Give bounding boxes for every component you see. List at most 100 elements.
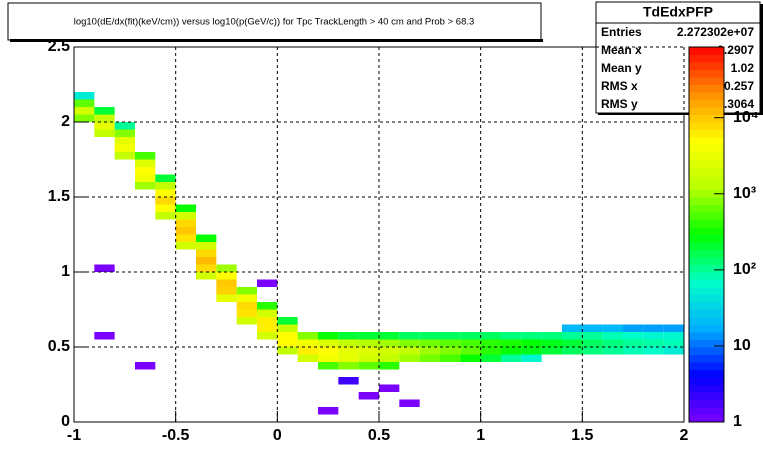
color-scale-step: [689, 324, 724, 333]
color-scale-step: [689, 384, 724, 393]
color-scale-step: [689, 144, 724, 153]
heatmap-cell: [521, 347, 542, 355]
heatmap-cell: [114, 144, 135, 152]
heatmap-cell: [94, 114, 115, 122]
heatmap-cell: [480, 347, 501, 355]
color-scale-step: [689, 354, 724, 363]
heatmap-cell: [277, 324, 298, 332]
color-scale-step: [689, 279, 724, 288]
heatmap-cell: [501, 332, 522, 340]
heatmap-cell: [460, 339, 481, 347]
heatmap-cell: [114, 122, 135, 130]
heatmap-cell: [257, 279, 278, 287]
color-scale-step: [689, 407, 724, 415]
heatmap-cell: [521, 339, 542, 347]
title-box: [7, 2, 542, 41]
heatmap-cell: [541, 339, 562, 347]
heatmap-cell: [175, 234, 196, 242]
heatmap-cell: [602, 332, 623, 340]
color-scale-step: [689, 257, 724, 265]
heatmap-cell: [74, 114, 95, 122]
heatmap-cell: [297, 347, 318, 355]
heatmap-cell: [196, 264, 217, 272]
heatmap-cell: [440, 339, 461, 347]
color-scale-step: [689, 227, 724, 235]
heatmap-cell: [155, 197, 176, 205]
x-tick-label: 1: [476, 427, 485, 444]
color-scale-step: [689, 92, 724, 100]
heatmap-cell: [623, 347, 644, 355]
color-scale-step: [689, 99, 724, 108]
heatmap-cell: [562, 324, 583, 332]
heatmap-cell: [216, 287, 237, 295]
heatmap-cell: [338, 339, 359, 347]
color-scale-step: [689, 204, 724, 213]
heatmap-cell: [358, 339, 379, 347]
y-tick-label: 0: [61, 413, 70, 430]
heatmap-cell: [196, 249, 217, 257]
heatmap-cell: [480, 354, 501, 362]
heatmap-cell: [379, 332, 400, 340]
heatmap-cell: [338, 377, 359, 385]
heatmap-cell: [379, 347, 400, 355]
heatmap-cell: [74, 99, 95, 107]
heatmap-cell: [399, 339, 420, 347]
color-scale-step: [689, 167, 724, 175]
heatmap-cell: [318, 362, 339, 370]
title-shadow: [10, 39, 543, 42]
heatmap-cell: [135, 159, 156, 167]
heatmap-cell: [236, 302, 257, 310]
heatmap-cell: [277, 332, 298, 340]
heatmap-cell: [155, 212, 176, 220]
stats-label: Entries: [601, 25, 642, 39]
color-scale-step: [689, 377, 724, 385]
heatmap-cell: [216, 294, 237, 302]
heatmap-cell: [358, 362, 379, 370]
heatmap-cell: [257, 332, 278, 340]
y-tick-label: 2: [61, 113, 70, 130]
stats-label: RMS y: [601, 97, 638, 111]
heatmap-cell: [338, 354, 359, 362]
y-tick-label: 0.5: [48, 338, 70, 355]
chart-title: log10(dE/dx(fit)(keV/cm)) versus log10(p…: [74, 17, 475, 28]
heatmap-cell: [94, 129, 115, 137]
color-scale-step: [689, 287, 724, 295]
color-scale-step: [689, 264, 724, 273]
stats-value: 2.272302e+07: [677, 25, 754, 39]
heatmap-cell: [623, 324, 644, 332]
heatmap-cell: [175, 204, 196, 212]
z-tick-label: 10³: [733, 185, 756, 202]
color-scale-step: [689, 54, 724, 63]
color-scale-step: [689, 332, 724, 340]
stats-label: RMS x: [601, 79, 638, 93]
heatmap-cell: [135, 362, 156, 370]
stats-value: 0.257: [724, 79, 754, 93]
heatmap-cell: [582, 339, 603, 347]
heatmap-cell: [521, 332, 542, 340]
heatmap-cell: [379, 354, 400, 362]
color-scale-step: [689, 189, 724, 198]
heatmap-cell: [277, 339, 298, 347]
x-tick-label: -1: [67, 427, 81, 444]
heatmap-cell: [155, 204, 176, 212]
color-scale-step: [689, 294, 724, 303]
heatmap-cell: [175, 227, 196, 235]
heatmap-cell: [175, 242, 196, 250]
color-scale-step: [689, 114, 724, 123]
y-tick-label: 2.5: [48, 38, 70, 55]
heatmap-cell: [196, 242, 217, 250]
heatmap-cell: [541, 332, 562, 340]
heatmap-cell: [196, 257, 217, 265]
color-scale-step: [689, 249, 724, 258]
heatmap-cell: [236, 294, 257, 302]
color-scale-step: [689, 392, 724, 400]
heatmap-cell: [297, 332, 318, 340]
color-scale-step: [689, 272, 724, 280]
color-scale-step: [689, 369, 724, 378]
color-scale-step: [689, 47, 724, 55]
heatmap-cell: [460, 347, 481, 355]
color-scale-step: [689, 182, 724, 190]
heatmap-cell: [663, 324, 684, 332]
x-tick-label: 0: [273, 427, 282, 444]
heatmap-cell: [358, 332, 379, 340]
